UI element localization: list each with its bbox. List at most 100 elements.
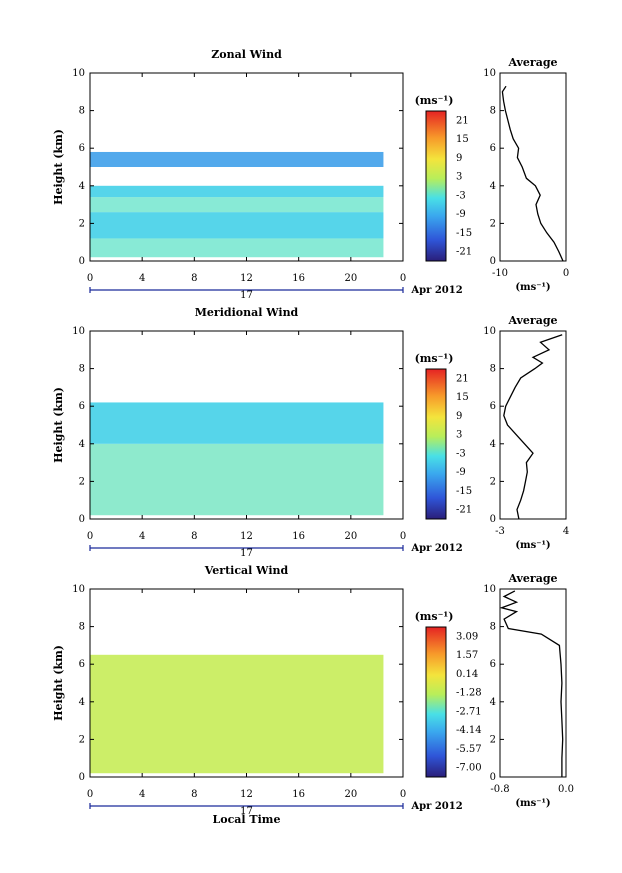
- y-axis-label: Height (km): [52, 645, 65, 721]
- colorbar-tick-label: -5.57: [456, 744, 482, 755]
- avg-x-tick-label: -10: [492, 268, 508, 279]
- avg-x-tick-label: -3: [495, 526, 505, 537]
- avg-y-tick-label: 4: [490, 439, 496, 450]
- panel-title: Vertical Wind: [204, 564, 289, 577]
- wind-layer: [90, 185, 384, 198]
- colorbar-unit: (ms⁻¹): [415, 352, 454, 365]
- y-tick-label: 10: [72, 68, 85, 79]
- avg-title: Average: [507, 572, 557, 585]
- avg-y-tick-label: 6: [490, 659, 496, 670]
- panel-title: Zonal Wind: [211, 48, 282, 61]
- x-tick-label: 0: [400, 531, 406, 542]
- avg-frame: [499, 72, 567, 262]
- y-tick-label: 6: [79, 659, 85, 670]
- colorbar-tick-label: 15: [456, 134, 469, 145]
- date-month-label: Apr 2012: [410, 801, 462, 812]
- x-axis-label: Local Time: [213, 813, 281, 826]
- wind-layer: [90, 443, 384, 516]
- colorbar-tick-label: 0.14: [456, 669, 478, 680]
- y-axis-label: Height (km): [52, 129, 65, 205]
- avg-y-tick-label: 10: [483, 584, 496, 595]
- x-tick-label: 20: [344, 789, 357, 800]
- y-tick-label: 6: [79, 143, 85, 154]
- avg-y-tick-label: 4: [490, 181, 496, 192]
- y-tick-label: 4: [79, 181, 85, 192]
- y-tick-label: 8: [79, 364, 85, 375]
- x-tick-label: 16: [292, 273, 305, 284]
- colorbar-tick-label: -15: [456, 486, 472, 497]
- date-bar-end: [89, 545, 404, 551]
- y-tick-label: 0: [79, 514, 85, 525]
- avg-x-tick-label: 0.0: [558, 784, 574, 795]
- colorbar-tick-label: 9: [456, 153, 462, 164]
- y-tick-label: 4: [79, 697, 85, 708]
- x-tick-label: 16: [292, 789, 305, 800]
- colorbar-tick-label: 3: [456, 430, 462, 441]
- y-tick-label: 10: [72, 326, 85, 337]
- colorbar-unit: (ms⁻¹): [415, 610, 454, 623]
- avg-profile-line: [501, 85, 564, 262]
- y-tick-label: 4: [79, 439, 85, 450]
- panel-1: Meridional Wind 0 2 4 6 8 10 Height (km) 0 4 8 12 16…: [52, 306, 569, 559]
- panel-title: Meridional Wind: [195, 306, 299, 319]
- date-day-label: 17: [240, 548, 253, 559]
- colorbar: [425, 368, 447, 520]
- avg-y-tick-label: 4: [490, 697, 496, 708]
- avg-y-tick-label: 2: [490, 476, 496, 487]
- wind-layer: [90, 654, 384, 774]
- avg-title: Average: [507, 56, 557, 69]
- date-bar-end: [89, 803, 404, 809]
- x-tick-label: 4: [139, 273, 145, 284]
- date-day-label: 17: [240, 806, 253, 817]
- avg-unit: (ms⁻¹): [515, 282, 550, 293]
- avg-y-tick-label: 0: [490, 256, 496, 267]
- x-tick-label: 0: [400, 789, 406, 800]
- avg-y-tick-label: 10: [483, 326, 496, 337]
- x-tick-label: 0: [87, 789, 93, 800]
- avg-unit: (ms⁻¹): [515, 798, 550, 809]
- avg-profile-line: [499, 590, 564, 777]
- y-tick-label: 2: [79, 218, 85, 229]
- avg-y-tick-label: 6: [490, 143, 496, 154]
- x-tick-label: 0: [400, 273, 406, 284]
- x-tick-label: 8: [191, 789, 197, 800]
- x-tick-label: 0: [87, 531, 93, 542]
- colorbar-tick-label: -21: [456, 505, 472, 516]
- avg-y-tick-label: 0: [490, 772, 496, 783]
- colorbar-tick-label: 21: [456, 373, 469, 384]
- avg-y-tick-label: 0: [490, 514, 496, 525]
- y-tick-label: 8: [79, 106, 85, 117]
- colorbar-tick-label: -2.71: [456, 706, 482, 717]
- wind-layer: [90, 151, 384, 167]
- y-axis-label: Height (km): [52, 387, 65, 463]
- avg-x-tick-label: 0: [563, 268, 569, 279]
- x-tick-label: 20: [344, 531, 357, 542]
- avg-frame: [499, 588, 567, 778]
- colorbar-tick-label: 3: [456, 172, 462, 183]
- avg-frame: [499, 330, 567, 520]
- colorbar-tick-label: -4.14: [456, 725, 482, 736]
- colorbar-tick-label: 9: [456, 411, 462, 422]
- y-tick-label: 8: [79, 622, 85, 633]
- wind-layer: [90, 402, 384, 444]
- colorbar-tick-label: -21: [456, 247, 472, 258]
- colorbar-tick-label: -7.00: [456, 763, 482, 774]
- x-tick-label: 4: [139, 531, 145, 542]
- colorbar-tick-label: 21: [456, 115, 469, 126]
- x-tick-label: 16: [292, 531, 305, 542]
- avg-y-tick-label: 8: [490, 106, 496, 117]
- y-tick-label: 2: [79, 734, 85, 745]
- colorbar-tick-label: -9: [456, 467, 466, 478]
- avg-y-tick-label: 8: [490, 364, 496, 375]
- x-tick-label: 0: [87, 273, 93, 284]
- y-tick-label: 10: [72, 584, 85, 595]
- y-tick-label: 6: [79, 401, 85, 412]
- wind-layer: [90, 238, 384, 258]
- colorbar: [425, 110, 447, 262]
- wind-layer: [90, 197, 384, 213]
- x-tick-label: 8: [191, 531, 197, 542]
- colorbar: [425, 626, 447, 778]
- colorbar-tick-label: 3.09: [456, 631, 478, 642]
